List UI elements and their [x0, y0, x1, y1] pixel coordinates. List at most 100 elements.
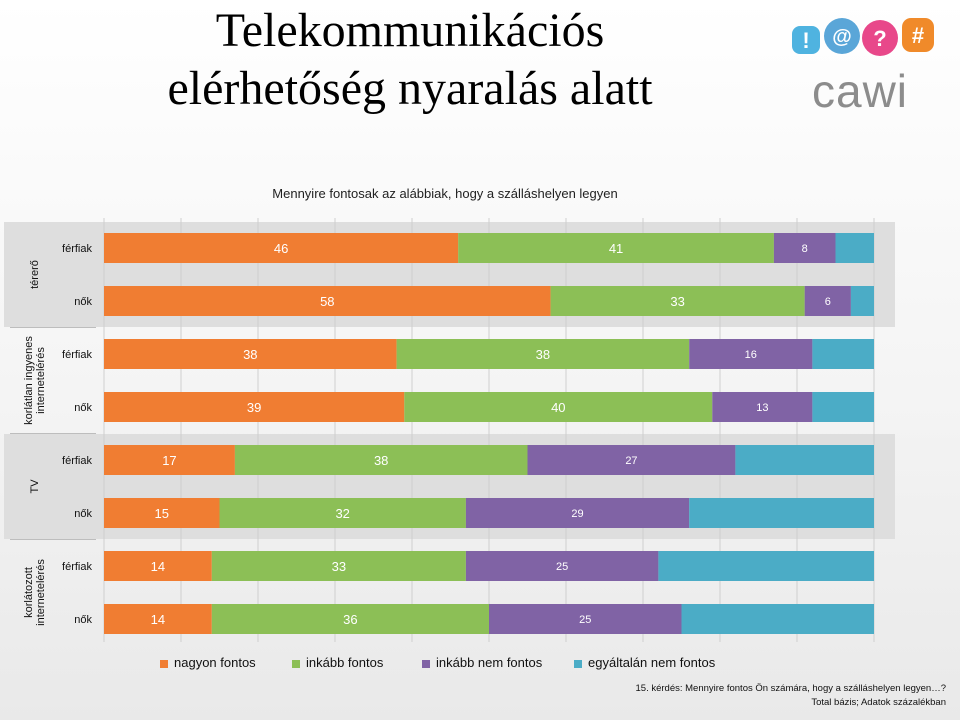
bar-segment: [689, 339, 813, 369]
data-label: 58: [320, 294, 334, 309]
data-label: 41: [609, 241, 623, 256]
cawi-logo: ! @ ? # cawi: [790, 12, 950, 117]
bar-segment: [219, 498, 466, 528]
logo-icon-3-symbol: ?: [873, 26, 886, 51]
bar-segment: [689, 498, 874, 528]
chart-legend: nagyon fontos inkább fontos inkább nem fon…: [160, 655, 760, 673]
row-label: nők: [74, 296, 92, 308]
data-label: 38: [536, 347, 550, 362]
bar-segment: [104, 551, 212, 581]
legend-label: egyáltalán nem fontos: [588, 655, 716, 670]
at-bubble-icon: @: [824, 18, 860, 54]
bar-segment: [458, 233, 774, 263]
data-label: 33: [670, 294, 684, 309]
data-label: 38: [374, 453, 388, 468]
data-label: 40: [551, 400, 565, 415]
logo-icon-2-symbol: @: [832, 26, 852, 48]
data-label: 25: [579, 614, 591, 626]
bar-segment: [104, 233, 459, 263]
bar-segment: [104, 445, 235, 475]
legend-item: egyáltalán nem fontos: [574, 655, 715, 670]
data-label: 46: [274, 241, 288, 256]
data-label: 8: [802, 243, 808, 255]
footnote: 15. kérdés: Mennyire fontos Ön számára, …: [636, 682, 947, 710]
group-label: TV: [29, 479, 41, 494]
hash-bubble-icon: #: [902, 18, 934, 52]
bar-segment: [465, 498, 690, 528]
bar-segment: [835, 233, 874, 263]
logo-icon-1-symbol: !: [802, 28, 809, 53]
bar-segment: [658, 551, 874, 581]
data-label: 38: [243, 347, 257, 362]
group-label: térerő: [29, 260, 41, 289]
exclamation-bubble-icon: !: [792, 26, 820, 54]
row-label: nők: [74, 402, 92, 414]
bar-segment: [104, 498, 220, 528]
group-label: korlátozottinternetelérés: [23, 559, 47, 626]
row-label: férfiak: [62, 455, 92, 467]
bar-segment: [550, 286, 805, 316]
legend-swatch: [292, 659, 300, 668]
legend-label: nagyon fontos: [174, 655, 256, 670]
bar-segment: [104, 392, 405, 422]
bar-segment: [527, 445, 736, 475]
data-label: 25: [556, 561, 568, 573]
legend-swatch: [574, 659, 582, 668]
bar-segment: [812, 339, 874, 369]
data-label: 33: [332, 559, 346, 574]
data-label: 29: [571, 508, 583, 520]
group-label: korlátlan ingyenesinternetelérés: [23, 336, 47, 425]
bar-segment: [735, 445, 874, 475]
data-label: 17: [162, 453, 176, 468]
question-bubble-icon: ?: [862, 20, 898, 56]
bar-segment: [234, 445, 528, 475]
legend-item: inkább nem fontos: [422, 655, 542, 670]
footnote-base: Total bázis; Adatok százalékban: [811, 697, 946, 708]
row-label: férfiak: [62, 561, 92, 573]
row-label: nők: [74, 508, 92, 520]
row-label: nők: [74, 614, 92, 626]
bar-segment: [211, 604, 490, 634]
bar-segment: [465, 551, 659, 581]
bar-segment: [211, 551, 466, 581]
logo-icon-4-symbol: #: [912, 23, 924, 48]
data-label: 39: [247, 400, 261, 415]
legend-swatch: [422, 659, 430, 668]
legend-item: nagyon fontos: [160, 655, 256, 670]
bar-segment: [404, 392, 713, 422]
bar-segment: [850, 286, 874, 316]
data-label: 14: [151, 559, 165, 574]
footnote-question: 15. kérdés: Mennyire fontos Ön számára, …: [635, 683, 947, 694]
data-label: 27: [625, 455, 637, 467]
bar-segment: [396, 339, 690, 369]
legend-label: inkább fontos: [306, 655, 384, 670]
bar-segment: [104, 339, 397, 369]
stacked-bar-chart: térerő férfiak nők korlátlan ingyenesintern…: [4, 218, 895, 642]
data-label: 13: [756, 402, 768, 414]
legend-label: inkább nem fontos: [436, 655, 543, 670]
data-label: 15: [155, 506, 169, 521]
slide-title: Telekommunikációs elérhetőség nyaralás a…: [60, 2, 760, 118]
data-label: 6: [825, 296, 831, 308]
row-label: férfiak: [62, 243, 92, 255]
row-label: férfiak: [62, 349, 92, 361]
bar-segment: [804, 286, 851, 316]
logo-text: cawi: [811, 65, 909, 117]
bar-segment: [104, 604, 212, 634]
legend-swatch: [160, 659, 168, 668]
bar-segment: [104, 286, 551, 316]
title-line-2: elérhetőség nyaralás alatt: [167, 62, 653, 115]
bar-segment: [812, 392, 874, 422]
data-label: 14: [151, 612, 165, 627]
data-label: 32: [335, 506, 349, 521]
title-line-1: Telekommunikációs: [215, 4, 605, 57]
chart-title: Mennyire fontosak az alábbiak, hogy a sz…: [272, 186, 618, 201]
logo-icons: ! @ ? #: [792, 18, 934, 56]
bar-segment: [773, 233, 836, 263]
bar-segment: [712, 392, 813, 422]
bar-segment: [681, 604, 874, 634]
data-label: 36: [343, 612, 357, 627]
legend-item: inkább fontos: [292, 655, 383, 670]
bar-segment: [489, 604, 682, 634]
data-label: 16: [745, 349, 757, 361]
